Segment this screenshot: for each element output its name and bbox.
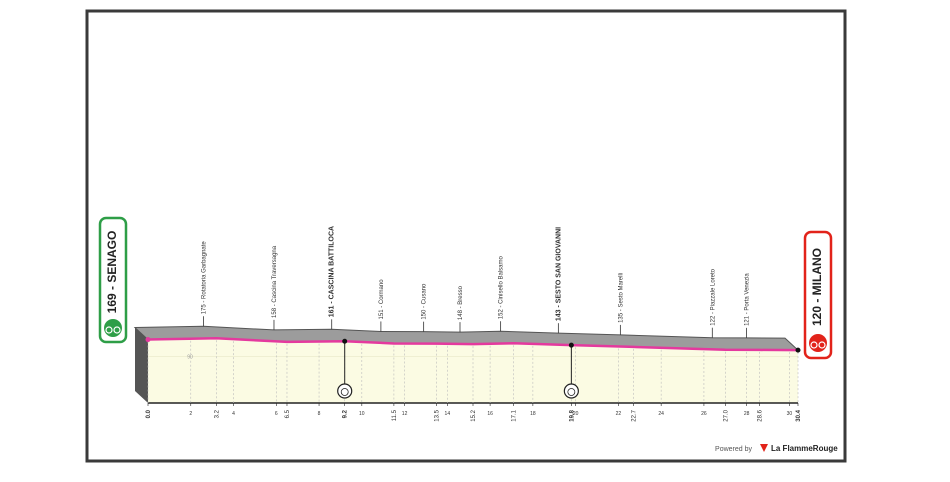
x-tick-label: 26: [701, 411, 707, 417]
profile-dot: [568, 342, 574, 348]
x-tick-label: 13.5: [435, 409, 441, 421]
x-tick-label: 16: [487, 411, 493, 417]
waypoint-label: 175 - Rotatoria Garbagnate: [201, 241, 207, 315]
waypoint-label: 143 - SESTO SAN GIOVANNI: [555, 227, 562, 321]
waypoint-label: 161 - CASCINA BATTILOCA: [329, 226, 336, 317]
x-tick-label: 15.2: [471, 409, 477, 421]
time-check: [337, 383, 353, 399]
time-check-face: [567, 388, 576, 396]
finish-badge: [803, 230, 833, 360]
finish-icon-wheel: [818, 341, 826, 349]
time-check: [563, 383, 579, 399]
x-tick-label: 30: [787, 411, 793, 417]
x-tick-label: 9.2: [343, 409, 349, 418]
time-check-face: [340, 388, 349, 396]
waypoint-label: 150 - Cusano: [422, 283, 428, 320]
waypoint-label: 121 - Porta Venezia: [745, 273, 751, 326]
start-label: 169 - SENAGO: [105, 231, 119, 314]
x-tick-label: 20: [573, 411, 579, 417]
finish-icon-wheel: [810, 341, 818, 349]
x-tick-label: 28.6: [758, 409, 764, 421]
brand-logo: [760, 444, 768, 452]
x-tick-label: 10: [359, 411, 365, 417]
x-tick-label: 30.4: [796, 409, 802, 421]
x-tick-label: 24: [658, 411, 664, 417]
x-tick-label: 12: [402, 411, 408, 417]
x-tick-label: 22.7: [631, 409, 637, 421]
x-tick-label: 17.1: [512, 409, 518, 421]
waypoint-label: 151 - Cormano: [379, 279, 385, 320]
x-tick-label: 28: [744, 411, 750, 417]
finish-dot: [795, 347, 801, 353]
powered-by: Powered by: [715, 446, 752, 453]
profile-dot: [342, 338, 348, 344]
side-wall: [135, 327, 148, 403]
x-tick-label: 27.0: [723, 409, 729, 421]
x-tick-label: 0.0: [146, 409, 152, 418]
x-tick-label: 3.2: [214, 409, 220, 418]
x-tick-label: 18: [530, 411, 536, 417]
waypoint-label: 158 - Cascina Traversagna: [272, 245, 278, 318]
waypoint-label: 148 - Bresso: [458, 285, 464, 320]
x-tick-label: 22: [616, 411, 622, 417]
x-tick-label: 14: [445, 411, 451, 417]
profile-line: [147, 337, 799, 352]
x-tick-label: 4: [232, 411, 235, 417]
start-badge: [98, 216, 128, 344]
waypoint-label: 152 - Cinisello Balsamo: [499, 256, 505, 320]
y-tick-label: 90: [187, 355, 193, 361]
start-icon-wheel: [113, 326, 121, 334]
x-tick-label: 6: [275, 411, 278, 417]
finish-label: 120 - MILANO: [810, 248, 824, 326]
x-tick-label: 2: [189, 411, 192, 417]
x-tick-label: 11.5: [392, 409, 398, 421]
start-dot: [145, 337, 151, 343]
waypoint-label: 122 - Piazzale Loreto: [710, 268, 716, 325]
start-icon-wheel: [105, 326, 113, 334]
x-tick-label: 19.8: [569, 409, 575, 421]
waypoint-label: 135 - Sesto Marelli: [618, 273, 624, 323]
x-tick-label: 6.5: [285, 409, 291, 418]
brand: La FlammeRouge: [771, 444, 838, 453]
x-tick-label: 8: [318, 411, 321, 417]
